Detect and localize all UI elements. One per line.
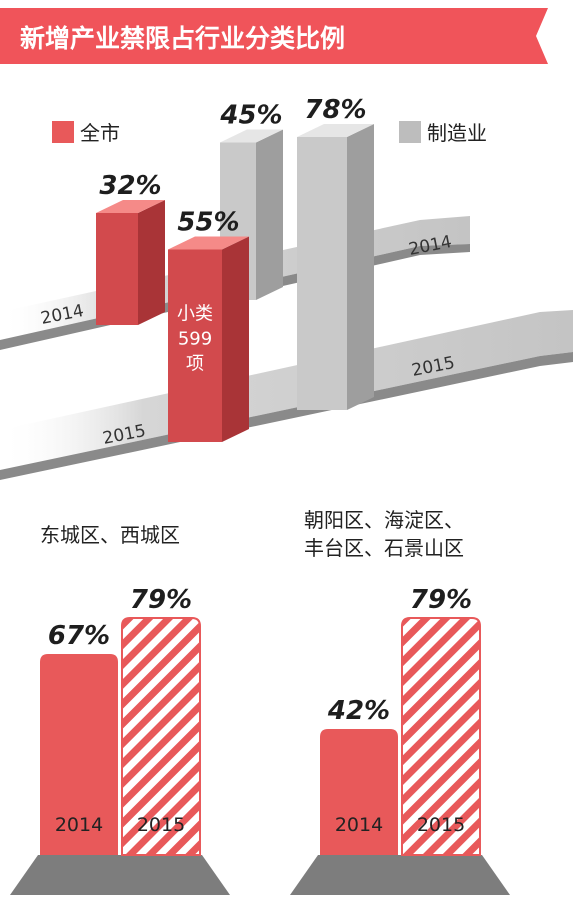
district-chart-1-title: 东城区、西城区 — [40, 523, 180, 547]
value-label-2014: 42% — [327, 696, 390, 726]
bar-note-line: 小类 — [177, 304, 213, 325]
bar-2015: 79% 2015 — [401, 585, 481, 856]
chart-platform — [290, 855, 510, 895]
value-label-2015: 79% — [130, 585, 192, 615]
legend-swatch-city — [52, 121, 74, 143]
bar-city-2015: 55% 小类 599 项 — [168, 208, 249, 442]
road-2015 — [0, 310, 573, 480]
value-label-manufacturing-2015: 78% — [304, 95, 366, 125]
district-chart-2-bars: 42% 2014 79% 2015 — [290, 585, 510, 895]
district-chart-2: 朝阳区、海淀区、 丰台区、石景山区 42% 2014 79% 2015 — [290, 508, 510, 895]
category-label-2014: 2014 — [55, 814, 103, 836]
value-label-city-2015: 55% — [177, 208, 239, 238]
district-chart-1-bars: 67% 2014 79% 2015 — [10, 585, 230, 895]
district-chart-2-title-line1: 朝阳区、海淀区、 — [304, 508, 464, 532]
bar-city-2014: 32% — [96, 171, 165, 325]
legend: 全市 制造业 — [52, 121, 487, 145]
chart-platform — [10, 855, 230, 895]
value-label-manufacturing-2014: 45% — [219, 101, 282, 131]
district-chart-1: 东城区、西城区 67% 2014 79% 2015 — [10, 523, 230, 895]
category-label-2015: 2015 — [417, 814, 465, 836]
value-label-2014: 67% — [48, 621, 110, 651]
bar-note-line: 599 — [178, 329, 212, 350]
legend-label-city: 全市 — [80, 121, 120, 145]
district-chart-2-title-line2: 丰台区、石景山区 — [304, 536, 464, 560]
bar-2014: 67% 2014 — [40, 621, 118, 855]
bar-2015: 79% 2015 — [121, 585, 201, 856]
value-label-2015: 79% — [410, 585, 472, 615]
title-banner: 新增产业禁限占行业分类比例 — [0, 8, 548, 64]
legend-swatch-manufacturing — [399, 121, 421, 143]
banner-shape — [0, 8, 548, 64]
category-label-2015: 2015 — [137, 814, 185, 836]
top-chart-bars: 45% 78% 32% 55% 小类 599 项 — [96, 95, 374, 442]
category-label-2014: 2014 — [335, 814, 383, 836]
bar-2014: 42% 2014 — [320, 696, 398, 855]
bar-manufacturing-2015: 78% — [297, 95, 374, 410]
page-title: 新增产业禁限占行业分类比例 — [20, 24, 345, 53]
bar-note-line: 项 — [186, 354, 204, 375]
legend-label-manufacturing: 制造业 — [427, 121, 487, 145]
value-label-city-2014: 32% — [99, 171, 161, 201]
